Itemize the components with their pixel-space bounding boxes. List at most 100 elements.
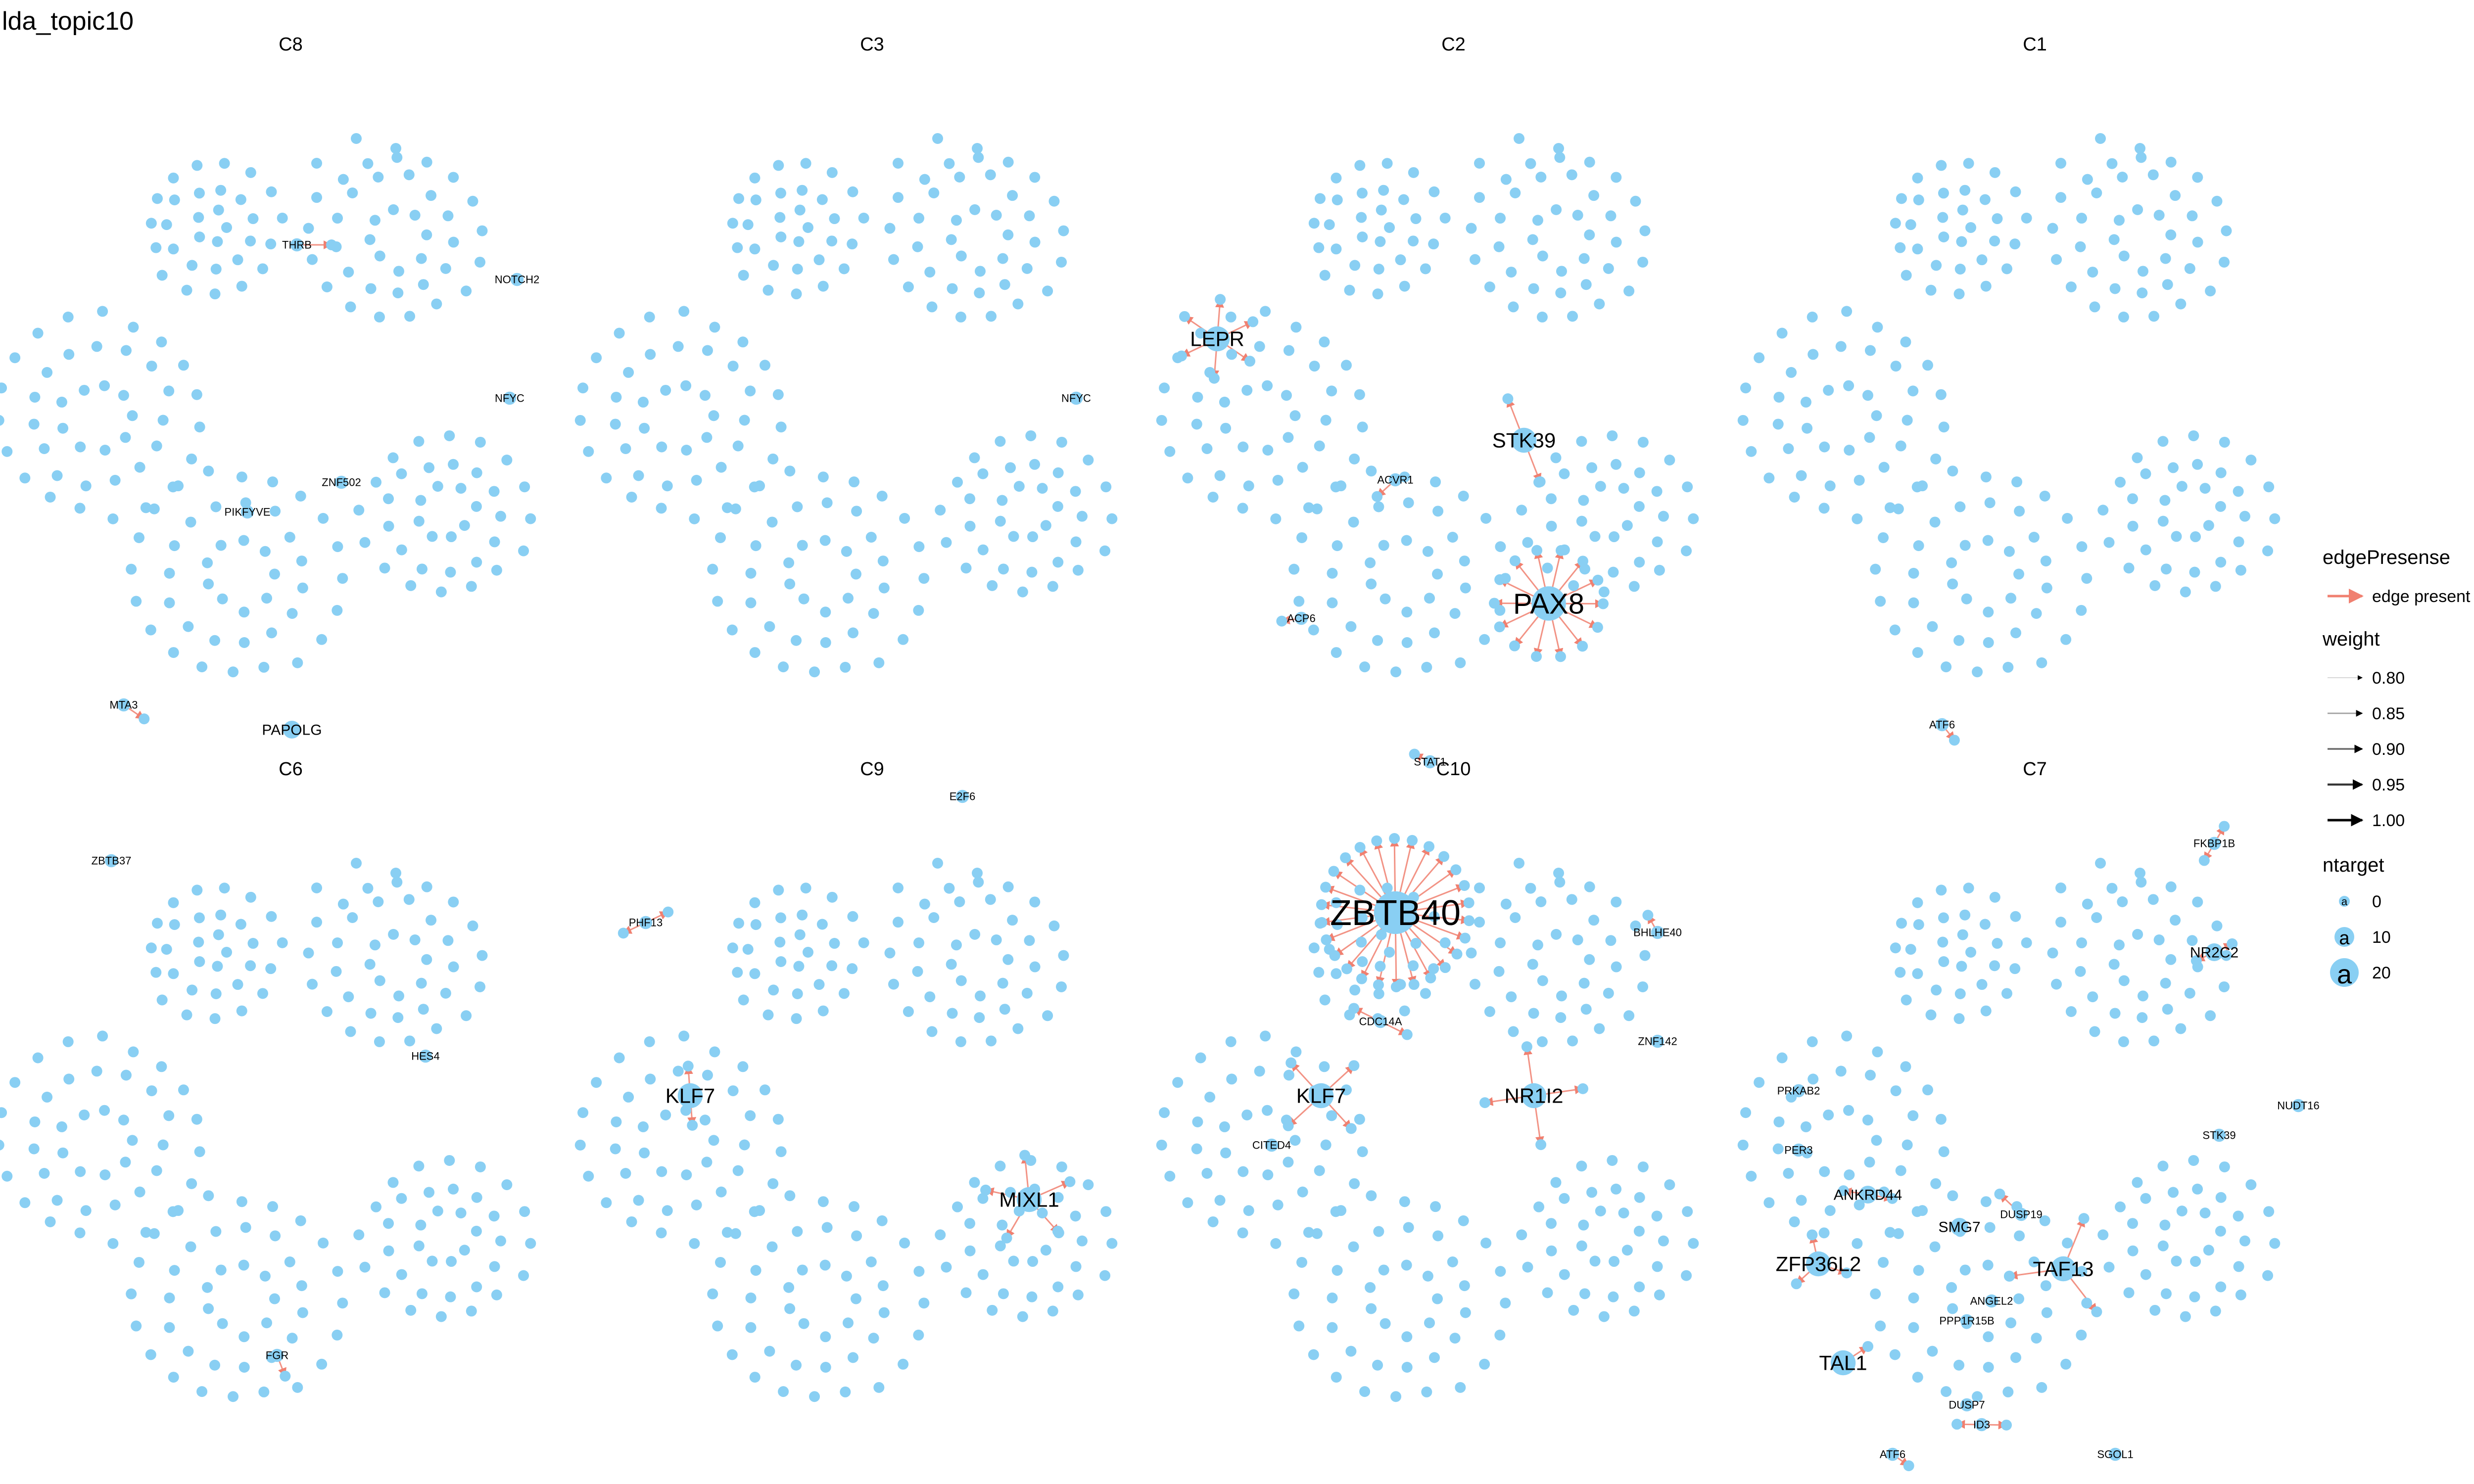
gene-node <box>2190 531 2201 543</box>
gene-node <box>749 897 761 908</box>
gene-node <box>1896 193 1907 204</box>
gene-node <box>574 1139 586 1151</box>
gene-node <box>1509 555 1521 566</box>
gene-node <box>1907 1110 1919 1121</box>
gene-node <box>1340 1084 1352 1096</box>
gene-node <box>238 535 249 546</box>
gene-node <box>156 1061 167 1072</box>
gene-node <box>1878 1256 1889 1268</box>
tf-label: E2F6 <box>950 790 976 803</box>
gene-node <box>383 520 394 532</box>
gene-node <box>1639 225 1651 236</box>
gene-node <box>1017 1311 1028 1322</box>
gene-node <box>1506 267 1517 278</box>
gene-node <box>772 389 784 400</box>
gene-node <box>1895 1165 1906 1176</box>
gene-node <box>1381 158 1393 169</box>
gene-node <box>847 1352 858 1363</box>
gene-node <box>960 562 972 574</box>
tf-label: STK39 <box>2202 1129 2236 1142</box>
gene-node <box>913 937 925 949</box>
gene-node <box>2160 253 2171 264</box>
gene-node <box>2081 573 2093 584</box>
gene-node <box>1331 1372 1342 1383</box>
gene-node <box>995 1240 1006 1252</box>
gene-node <box>2262 545 2274 556</box>
gene-node <box>221 222 232 233</box>
gene-node <box>754 1205 765 1216</box>
gene-node <box>899 512 910 524</box>
gene-node <box>1555 651 1566 662</box>
gene-node <box>1464 915 1475 927</box>
gene-node <box>2140 468 2151 479</box>
gene-node <box>1578 1219 1589 1231</box>
gene-node <box>730 1228 741 1239</box>
gene-node <box>2190 1256 2201 1267</box>
gene-node <box>2233 536 2244 548</box>
gene-node <box>1283 1120 1294 1131</box>
gene-node <box>1029 896 1041 908</box>
gene-node <box>1555 545 1567 556</box>
gene-node <box>1297 1186 1308 1198</box>
gene-node <box>467 920 478 931</box>
gene-node <box>97 1030 108 1042</box>
gene-node <box>2153 934 2165 946</box>
gene-node <box>1584 954 1595 965</box>
gene-node <box>797 540 808 551</box>
nodes-layer <box>1737 133 2281 746</box>
gene-node <box>1896 918 1907 929</box>
gene-node <box>1100 481 1112 493</box>
gene-node <box>1500 898 1512 910</box>
gene-node <box>1237 441 1249 453</box>
gene-node <box>134 1256 145 1268</box>
gene-node <box>1951 1419 1963 1430</box>
gene-node <box>969 452 980 464</box>
gene-node <box>1983 637 1994 649</box>
gene-node <box>1220 422 1232 434</box>
gene-node <box>62 1036 74 1047</box>
gene-node <box>247 213 259 225</box>
gene-node <box>737 336 749 348</box>
gene-node <box>332 937 343 949</box>
gene-node <box>739 415 750 426</box>
gene-node <box>2078 1213 2090 1224</box>
gene-node <box>1466 223 1477 234</box>
gene-node <box>1889 624 1901 636</box>
gene-node <box>1438 851 1450 862</box>
gene-node <box>292 657 303 668</box>
gene-node <box>168 647 179 658</box>
gene-node <box>173 1205 184 1216</box>
gene-node <box>2165 156 2177 168</box>
gene-node <box>365 283 377 294</box>
gene-node <box>1963 882 1974 894</box>
gene-node <box>9 352 21 364</box>
gene-node <box>1938 232 1950 243</box>
gene-node <box>1621 1245 1633 1256</box>
gene-node <box>99 445 111 456</box>
nodes-layer <box>1156 133 1699 769</box>
gene-node <box>2135 868 2145 879</box>
gene-node <box>1319 336 1330 348</box>
tf-node <box>2108 1447 2122 1461</box>
gene-node <box>196 661 208 673</box>
gene-node <box>1320 881 1332 893</box>
gene-node <box>448 236 459 248</box>
gene-node <box>715 462 727 473</box>
gene-node <box>739 1139 750 1151</box>
gene-node <box>1384 947 1395 958</box>
gene-node <box>1533 1201 1545 1212</box>
gene-node <box>841 1270 852 1282</box>
gene-node <box>284 531 295 543</box>
gene-node <box>1652 1261 1663 1272</box>
legend-weight-label: 0.85 <box>2372 704 2405 723</box>
gene-node <box>1681 1270 1692 1281</box>
gene-node <box>2021 937 2032 948</box>
gene-node <box>1528 283 1539 294</box>
gene-node <box>708 1135 719 1146</box>
gene-node <box>2076 1266 2088 1277</box>
gene-node <box>783 557 795 568</box>
gene-node <box>391 152 403 163</box>
gene-node <box>1428 238 1439 250</box>
gene-node <box>228 1391 239 1402</box>
gene-node <box>0 415 4 426</box>
